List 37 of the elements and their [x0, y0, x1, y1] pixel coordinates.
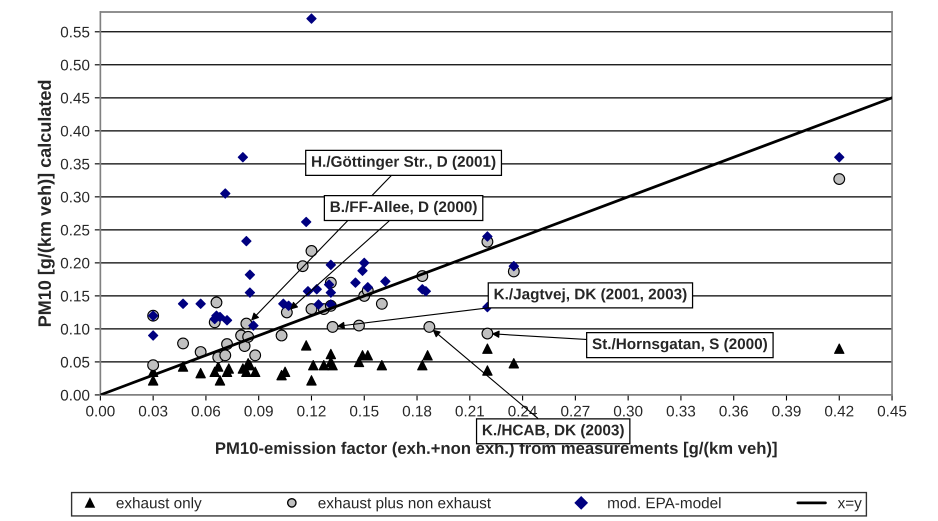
x-tick-label: 0.45	[878, 406, 906, 417]
annotation: St./Hornsgatan, S (2000)	[592, 338, 767, 352]
y-tick-label: 0.00	[60, 390, 90, 401]
x-tick-label: 0.18	[402, 406, 432, 417]
x-tick-label: 0.15	[350, 406, 378, 417]
x-tick-label: 0.39	[772, 406, 801, 417]
y-tick-label: 0.25	[60, 224, 90, 236]
x-tick-label: 0.00	[86, 406, 115, 417]
x-tick-label: 0.42	[824, 406, 854, 417]
x-tick-label: 0.03	[138, 406, 168, 417]
y-tick-label: 0.15	[60, 290, 90, 302]
x-tick-label: 0.06	[192, 406, 220, 417]
y-tick-label: 0.45	[60, 92, 90, 104]
legend-label: mod. EPA-model	[608, 497, 720, 508]
legend-label: exhaust plus non exhaust	[318, 497, 491, 512]
legend-label: x=y	[838, 500, 862, 512]
x-tick-label: 0.30	[614, 406, 642, 417]
y-tick-label: 0.20	[60, 258, 90, 269]
x-tick-label: 0.09	[244, 406, 273, 417]
annotation: K./Jagtvej, DK (2001, 2003)	[494, 288, 686, 303]
annotation: H./Göttinger Str., D (2001)	[312, 156, 496, 170]
y-tick-label: 0.50	[60, 60, 90, 70]
x-tick-label: 0.12	[297, 406, 326, 417]
legend-label: exhaust only	[116, 497, 202, 512]
y-axis-title: PM10 [g/(km veh)] calculated	[38, 80, 55, 326]
y-tick-label: 0.05	[60, 356, 90, 368]
annotation: K./HCAB, DK (2003)	[482, 424, 624, 438]
y-tick-label: 0.40	[60, 126, 90, 137]
x-tick-label: 0.27	[561, 406, 590, 417]
annotation: B./FF-Allee, D (2000)	[330, 200, 477, 216]
y-tick-label: 0.35	[60, 158, 90, 170]
y-tick-label: 0.10	[60, 324, 90, 335]
y-tick-label: 0.30	[60, 192, 90, 203]
x-tick-label: 0.36	[719, 406, 748, 417]
y-tick-label: 0.55	[60, 26, 90, 38]
x-tick-label: 0.33	[666, 406, 696, 417]
x-tick-label: 0.21	[456, 406, 484, 417]
